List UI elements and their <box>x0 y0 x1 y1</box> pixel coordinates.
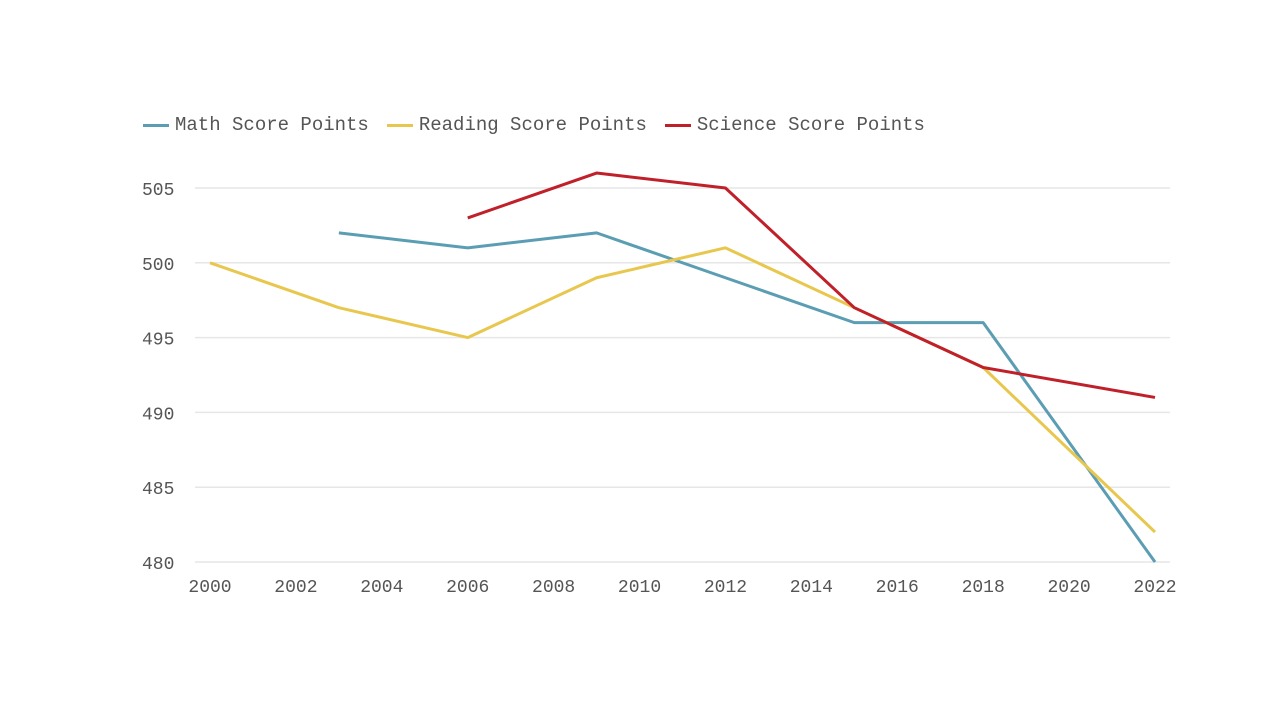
y-tick-label: 500 <box>142 256 174 276</box>
x-tick-label: 2000 <box>188 578 231 598</box>
y-tick-label: 480 <box>142 555 174 575</box>
x-tick-label: 2002 <box>274 578 317 598</box>
x-tick-label: 2010 <box>618 578 661 598</box>
x-tick-label: 2004 <box>360 578 403 598</box>
legend-item-reading: Reading Score Points <box>386 114 647 136</box>
series-line-math <box>338 231 1157 563</box>
y-tick-label: 495 <box>142 331 174 351</box>
legend-item-math: Math Score Points <box>143 114 369 136</box>
x-tick-label: 2012 <box>704 578 747 598</box>
series-line-science <box>467 171 1156 399</box>
legend-label-reading: Reading Score Points <box>418 114 647 136</box>
x-tick-label: 2018 <box>962 578 1005 598</box>
x-tick-label: 2022 <box>1133 578 1176 598</box>
x-tick-label: 2020 <box>1047 578 1090 598</box>
x-tick-label: 2008 <box>532 578 575 598</box>
legend-label-science: Science Score Points <box>696 114 925 136</box>
x-tick-label: 2014 <box>790 578 833 598</box>
series-line-reading <box>209 246 1157 534</box>
legend: Math Score Points Reading Score Points S… <box>143 114 925 136</box>
y-tick-label: 485 <box>142 480 174 500</box>
legend-label-math: Math Score Points <box>175 114 369 136</box>
legend-item-science: Science Score Points <box>664 114 925 136</box>
y-tick-label: 490 <box>142 405 174 425</box>
legend-swatch-reading <box>386 123 413 127</box>
y-tick-label: 505 <box>142 181 174 201</box>
x-tick-label: 2016 <box>876 578 919 598</box>
legend-swatch-math <box>143 123 169 127</box>
legend-swatch-science <box>664 123 691 127</box>
x-tick-label: 2006 <box>446 578 489 598</box>
